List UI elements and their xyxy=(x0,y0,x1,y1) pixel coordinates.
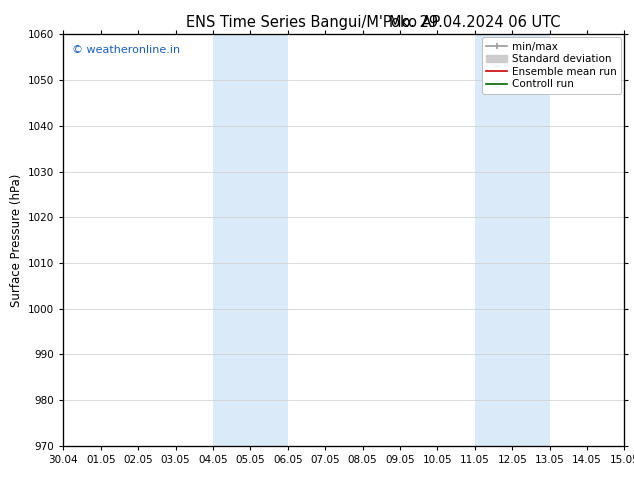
Text: ENS Time Series Bangui/M'Poko AP: ENS Time Series Bangui/M'Poko AP xyxy=(186,15,440,30)
Y-axis label: Surface Pressure (hPa): Surface Pressure (hPa) xyxy=(10,173,23,307)
Bar xyxy=(475,34,550,446)
Legend: min/max, Standard deviation, Ensemble mean run, Controll run: min/max, Standard deviation, Ensemble me… xyxy=(482,37,621,94)
Text: © weatheronline.in: © weatheronline.in xyxy=(72,45,180,54)
Text: Mo. 29.04.2024 06 UTC: Mo. 29.04.2024 06 UTC xyxy=(389,15,560,30)
Bar xyxy=(213,34,288,446)
